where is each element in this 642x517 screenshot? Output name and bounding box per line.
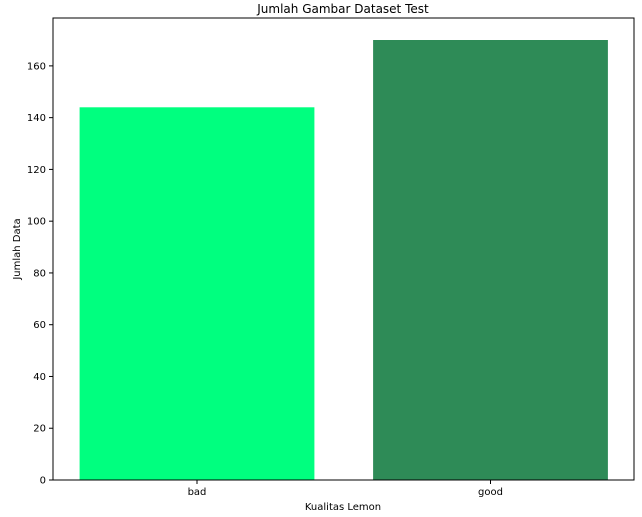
y-tick-label: 160 [27, 61, 46, 72]
x-tick-label: good [478, 487, 503, 498]
bar-bad [79, 107, 315, 480]
y-tick-label: 140 [27, 113, 46, 124]
x-axis-label: Kualitas Lemon [305, 502, 381, 513]
x-tick-label: bad [188, 487, 207, 498]
y-tick-label: 60 [33, 320, 46, 331]
y-tick-label: 80 [33, 268, 46, 279]
plot-frame [52, 17, 635, 481]
y-tick-label: 0 [40, 476, 46, 487]
plot-area: bad good 0 20 40 60 80 100 120 140 160 [27, 40, 608, 498]
y-tick-label: 40 [33, 372, 46, 383]
y-tick-label: 120 [27, 165, 46, 176]
y-tick-label: 100 [27, 217, 46, 228]
y-axis-label: Jumlah Data [12, 218, 23, 280]
chart-title: Jumlah Gambar Dataset Test [256, 2, 429, 16]
bar-good [373, 40, 608, 480]
y-tick-label: 20 [33, 424, 46, 435]
